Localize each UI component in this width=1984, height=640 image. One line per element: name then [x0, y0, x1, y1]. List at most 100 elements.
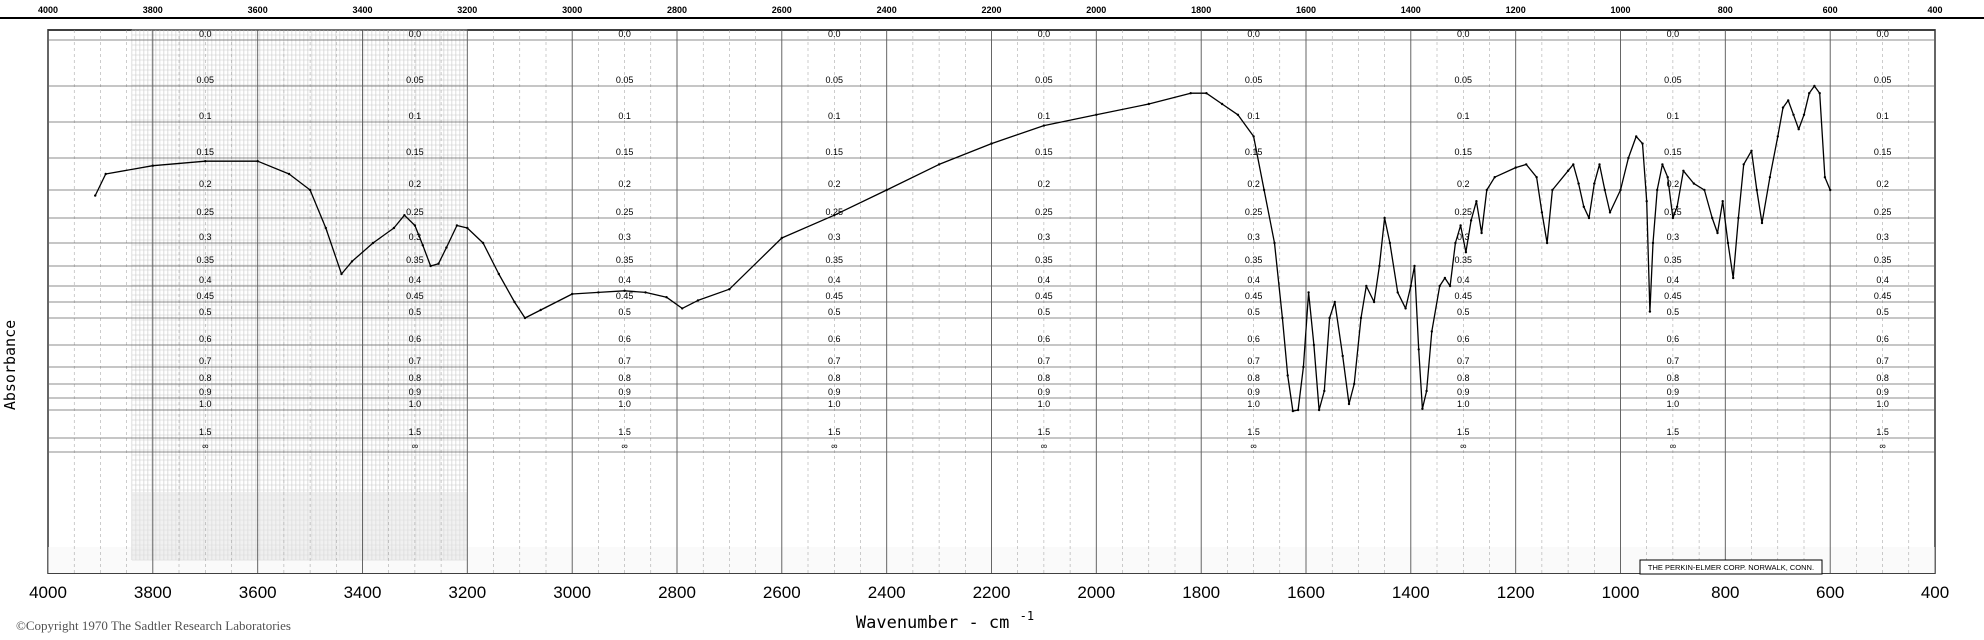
- spectrum-point: [1721, 200, 1724, 203]
- spectrum-point: [1603, 188, 1607, 192]
- bottom-tick-label: 3600: [239, 583, 277, 602]
- spectrum-point: [1641, 142, 1644, 145]
- absorbance-label: 0.8: [1247, 373, 1260, 383]
- absorbance-label: 0.2: [409, 179, 422, 189]
- spectrum-point: [204, 160, 207, 163]
- spectrum-point: [1312, 343, 1316, 347]
- absorbance-label: 0.0: [1457, 29, 1470, 39]
- absorbance-label: 0.2: [1038, 179, 1051, 189]
- spectrum-point: [371, 241, 375, 245]
- absorbance-label: 0.05: [1664, 75, 1682, 85]
- bottom-tick-label: 400: [1921, 583, 1949, 602]
- spectrum-point: [1409, 284, 1413, 288]
- spectrum-point: [1692, 182, 1696, 185]
- absorbance-label: 0.05: [406, 75, 424, 85]
- absorbance-label: 0.1: [828, 111, 841, 121]
- spectrum-point: [1485, 188, 1489, 192]
- spectrum-point: [1365, 284, 1368, 288]
- spectrum-point: [1281, 316, 1284, 320]
- absorbance-label: 0.7: [409, 356, 422, 366]
- absorbance-label: 1.0: [1247, 399, 1260, 409]
- top-tick-label: 3000: [562, 5, 582, 15]
- absorbance-label: 0.25: [1035, 207, 1053, 217]
- spectrum-point: [308, 188, 312, 192]
- absorbance-label: 0.0: [1876, 29, 1889, 39]
- spectrum-point: [1459, 224, 1462, 227]
- spectrum-point: [429, 264, 432, 268]
- bottom-tick-label: 1200: [1497, 583, 1535, 602]
- top-tick-label: 3400: [352, 5, 372, 15]
- absorbance-label: 0.15: [1664, 147, 1682, 157]
- spectrum-point: [1587, 216, 1591, 220]
- absorbance-label: 0.6: [1876, 334, 1889, 344]
- spectrum-point: [1608, 211, 1612, 214]
- absorbance-label: 0.7: [1038, 356, 1051, 366]
- spectrum-point: [1666, 176, 1669, 179]
- absorbance-label: 0.25: [1245, 207, 1263, 217]
- spectrum-point: [1448, 284, 1452, 288]
- spectrum-point: [1421, 407, 1424, 410]
- absorbance-label: 0.9: [409, 387, 422, 397]
- absorbance-label: 0.5: [1247, 307, 1260, 317]
- bottom-tick-label: 3000: [553, 583, 591, 602]
- spectrum-trace: [94, 84, 1832, 413]
- absorbance-label: 0.1: [618, 111, 631, 121]
- absorbance-label: 0.3: [1876, 232, 1889, 242]
- spectrum-point: [1682, 169, 1685, 172]
- absorbance-label: 0.0: [409, 29, 422, 39]
- absorbance-label: 1.0: [409, 399, 422, 409]
- absorbance-label: 1.0: [1457, 399, 1470, 409]
- absorbance-label: 0.2: [1247, 179, 1260, 189]
- absorbance-label: 0.2: [1667, 179, 1680, 189]
- spectrum-point: [623, 289, 626, 292]
- spectrum-point: [597, 291, 600, 294]
- spectrum-point: [1711, 216, 1714, 220]
- spectrum-point: [1383, 216, 1386, 220]
- absorbance-label: 0.4: [828, 275, 841, 285]
- bottom-tick-label: 1800: [1182, 583, 1220, 602]
- absorbance-label: 0.5: [199, 307, 212, 317]
- absorbance-label: 0.6: [618, 334, 631, 344]
- absorbance-label: 0.2: [1876, 179, 1889, 189]
- spectrum-point: [151, 164, 154, 167]
- spectrum-point: [1802, 113, 1806, 117]
- absorbance-label: 1.0: [1876, 399, 1889, 409]
- spectrum-point: [1273, 241, 1276, 245]
- manufacturer-footer-text: THE PERKIN-ELMER CORP. NORWALK, CONN.: [1648, 563, 1814, 572]
- spectrum-point: [1388, 241, 1392, 245]
- bottom-tick-label: 2000: [1077, 583, 1115, 602]
- x-axis-title-exponent: -1: [1020, 609, 1034, 623]
- spectrum-point: [1475, 200, 1478, 203]
- absorbance-label: ∞: [202, 441, 208, 451]
- absorbance-label: 0.8: [1667, 373, 1680, 383]
- absorbance-label: 1.5: [618, 427, 631, 437]
- absorbance-label: 0.0: [199, 29, 212, 39]
- bottom-tick-label: 1000: [1602, 583, 1640, 602]
- spectrum-point: [1286, 374, 1289, 377]
- spectrum-point: [990, 142, 993, 145]
- absorbance-label: 0.3: [1247, 232, 1260, 242]
- spectrum-point: [1042, 124, 1046, 127]
- spectrum-point: [256, 160, 259, 163]
- absorbance-label: ∞: [1250, 441, 1256, 451]
- top-tick-label: 2400: [877, 5, 897, 15]
- spectrum-point: [1823, 176, 1827, 179]
- absorbance-label: 0.4: [1667, 275, 1680, 285]
- bottom-tick-labels: 4000 3800 3600 3400 3200 3000 2800 2600 2400 2200…: [29, 583, 1949, 602]
- absorbance-label: 0.25: [1664, 207, 1682, 217]
- spectrum-point: [1818, 92, 1821, 95]
- top-tick-label: 4000: [38, 5, 58, 15]
- absorbance-label: 1.5: [199, 427, 212, 437]
- absorbance-label: 0.4: [1876, 275, 1889, 285]
- spectrum-point: [413, 224, 417, 227]
- absorbance-label: 0.35: [197, 255, 215, 265]
- spectrum-point: [696, 299, 700, 302]
- absorbance-label: 0.9: [1667, 387, 1680, 397]
- spectrum-point: [287, 172, 291, 176]
- spectrum-point: [1675, 205, 1679, 208]
- spectrum-point: [1593, 182, 1596, 185]
- absorbance-label: 0.6: [1038, 334, 1051, 344]
- spectrum-point: [1645, 200, 1648, 203]
- absorbance-label: 0.7: [1457, 356, 1470, 366]
- top-tick-label: 600: [1823, 5, 1838, 15]
